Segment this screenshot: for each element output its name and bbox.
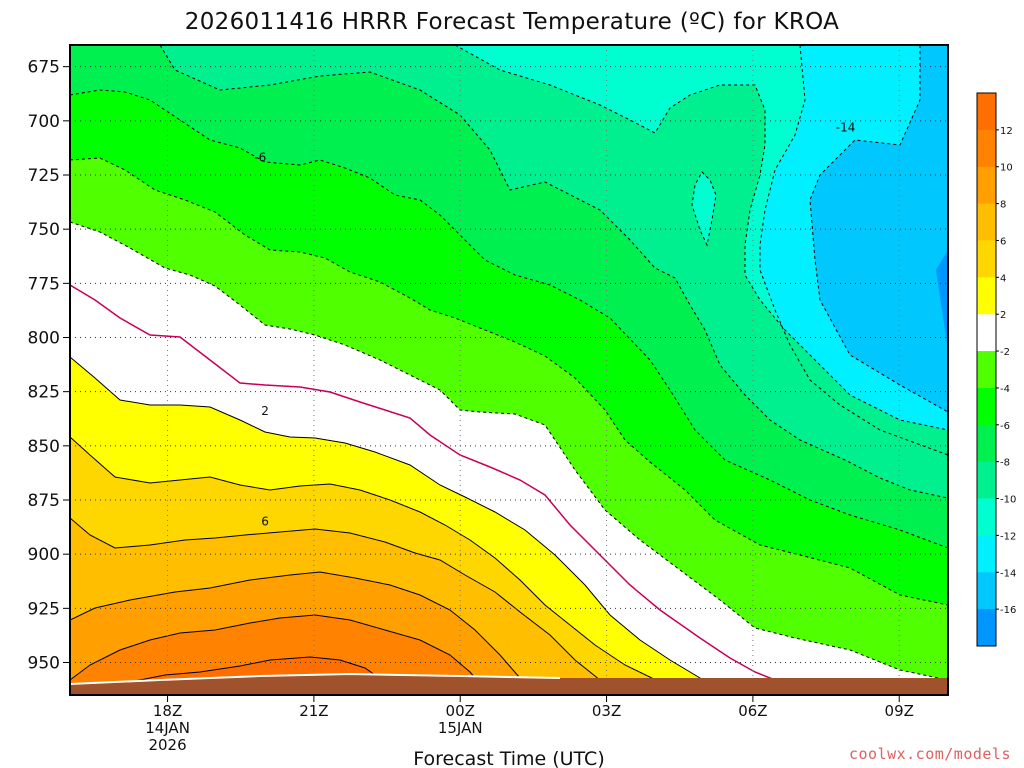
y-tick-label: 750 — [28, 220, 60, 240]
colorbar-label: -8 — [1000, 458, 1010, 469]
y-tick-label: 675 — [28, 58, 60, 78]
contour-label: -14 — [836, 120, 856, 134]
colorbar-label: 6 — [1000, 236, 1006, 247]
colorbar-swatch — [977, 129, 996, 168]
y-tick-label: 925 — [28, 599, 60, 619]
colorbar-swatch — [977, 351, 996, 389]
y-axis: 675 700 725 750 775 800 825 850 875 900 925 950 — [28, 58, 70, 674]
x-tick-label: 06Z — [738, 702, 767, 720]
plot-area: -6 -14 2 6 — [70, 45, 948, 695]
plot-frame — [69, 44, 949, 696]
colorbar-label: 4 — [1000, 273, 1006, 284]
colorbar-label: -10 — [1000, 495, 1016, 506]
colorbar-swatch — [977, 93, 996, 131]
colorbar-swatch — [977, 203, 996, 241]
colorbar-swatch — [977, 314, 996, 352]
x-tick-label: 15JAN — [438, 719, 483, 737]
colorbar-swatch — [977, 240, 996, 278]
contour-minus-14 — [809, 45, 948, 413]
ground-surface — [70, 674, 948, 695]
x-tick-label: 00Z — [446, 702, 475, 720]
colorbar-label: -4 — [1000, 384, 1010, 395]
x-tick-label: 18Z — [153, 702, 182, 720]
y-tick-label: 700 — [28, 112, 60, 132]
colorbar-swatch — [977, 387, 996, 426]
band-minus-8-island — [692, 172, 716, 245]
contour-minus-10 — [454, 45, 948, 431]
contour-plus-10 — [70, 614, 491, 695]
credit-text: coolwx.com/models — [849, 745, 1011, 763]
contour-minus-12 — [759, 45, 948, 456]
colorbar-label: -12 — [1000, 531, 1016, 542]
x-tick-label: 09Z — [885, 702, 914, 720]
contour-plus-12 — [99, 656, 401, 695]
contour-lines — [70, 45, 948, 695]
colorbar-frame — [976, 92, 997, 647]
y-tick-label: 875 — [28, 491, 60, 511]
y-tick-label: 825 — [28, 383, 60, 403]
contour-label: -6 — [254, 151, 266, 165]
colorbar-label: -2 — [1000, 347, 1010, 358]
contour-minus-10-island — [691, 171, 717, 247]
colorbar-label: 2 — [1000, 310, 1006, 321]
x-axis-label: Forecast Time (UTC) — [413, 748, 604, 768]
contour-label: 6 — [261, 515, 269, 529]
contour-minus-2 — [70, 221, 948, 681]
y-tick-label: 775 — [28, 274, 60, 294]
colorbar-label: -14 — [1000, 568, 1016, 579]
x-tick-label: 21Z — [299, 702, 328, 720]
colorbar-swatch — [977, 424, 996, 463]
contour-label: 2 — [261, 404, 269, 418]
x-tick-label: 14JAN — [145, 719, 190, 737]
colorbar-label: -16 — [1000, 605, 1016, 616]
colorbar-label: -6 — [1000, 421, 1010, 432]
contour-minus-4 — [70, 157, 948, 606]
x-tick-label: 03Z — [592, 702, 621, 720]
y-tick-label: 725 — [28, 166, 60, 186]
contour-labels: -6 -14 2 6 — [254, 120, 855, 528]
contour-plus-8 — [70, 571, 541, 695]
y-tick-label: 900 — [28, 545, 60, 565]
colorbar-label: 10 — [1000, 163, 1013, 174]
colorbar-swatch — [977, 277, 996, 315]
contour-plus-6 — [70, 517, 621, 695]
y-tick-label: 850 — [28, 437, 60, 457]
contour-minus-8 — [159, 45, 948, 499]
colorbar-swatch — [977, 461, 996, 500]
chart-title: 2026011416 HRRR Forecast Temperature (ºC… — [185, 9, 839, 35]
colorbar-label: 12 — [1000, 126, 1013, 137]
ground-edge-highlight — [70, 672, 561, 685]
contour-plus-2 — [70, 356, 721, 695]
colorbar-swatch — [977, 166, 996, 205]
colorbar-label: 8 — [1000, 200, 1006, 211]
y-tick-label: 800 — [28, 329, 60, 349]
colorbar-swatch — [977, 498, 996, 536]
colorbar-swatch — [977, 535, 996, 573]
colorbar-swatch — [977, 609, 996, 647]
grid — [70, 45, 948, 695]
x-tick-label: 2026 — [148, 736, 186, 754]
colorbar-swatch — [977, 572, 996, 610]
contour-zero — [70, 284, 781, 683]
colorbar: 12 10 8 6 4 2 -2 -4 -6 -8 -10 -12 -14 -16 — [976, 92, 1016, 647]
y-tick-label: 950 — [28, 654, 60, 674]
